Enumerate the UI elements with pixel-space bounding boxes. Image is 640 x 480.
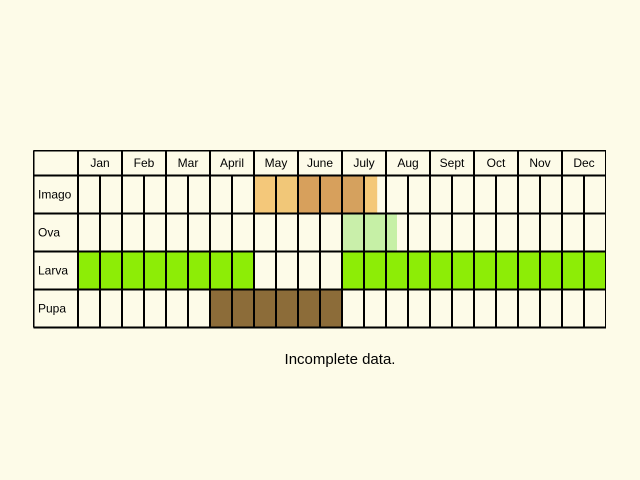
stage-segment-imago-4 — [364, 175, 378, 214]
stage-segment-imago-0 — [254, 175, 276, 214]
stage-segment-imago-1 — [276, 175, 298, 214]
row-label-larva: Larva — [38, 264, 68, 278]
row-labels: Imago Ova Larva Pupa — [38, 188, 72, 316]
stage-segment-ova-1 — [364, 213, 397, 252]
month-label-july: July — [353, 156, 374, 170]
phenology-calendar: Jan Feb Mar April May June July Aug Sept Oct Nov De… — [33, 150, 606, 329]
month-label-oct: Oct — [487, 156, 506, 170]
row-label-pupa: Pupa — [38, 302, 66, 316]
month-label-mar: Mar — [178, 156, 199, 170]
month-label-aug: Aug — [397, 156, 418, 170]
footnote: Incomplete data. — [284, 351, 396, 368]
month-label-dec: Dec — [573, 156, 594, 170]
month-label-feb: Feb — [134, 156, 155, 170]
month-label-nov: Nov — [529, 156, 550, 170]
month-label-june: June — [307, 156, 333, 170]
stage-segment-imago-3 — [342, 175, 364, 214]
calendar-grid — [33, 150, 606, 329]
month-label-sept: Sept — [440, 156, 465, 170]
month-label-may: May — [265, 156, 288, 170]
month-label-april: April — [220, 156, 244, 170]
stage-segment-ova-0 — [342, 213, 364, 252]
row-label-imago: Imago — [38, 188, 72, 202]
row-label-ova: Ova — [38, 226, 60, 240]
month-label-jan: Jan — [90, 156, 109, 170]
month-labels: Jan Feb Mar April May June July Aug Sept Oct Nov De… — [90, 156, 594, 170]
